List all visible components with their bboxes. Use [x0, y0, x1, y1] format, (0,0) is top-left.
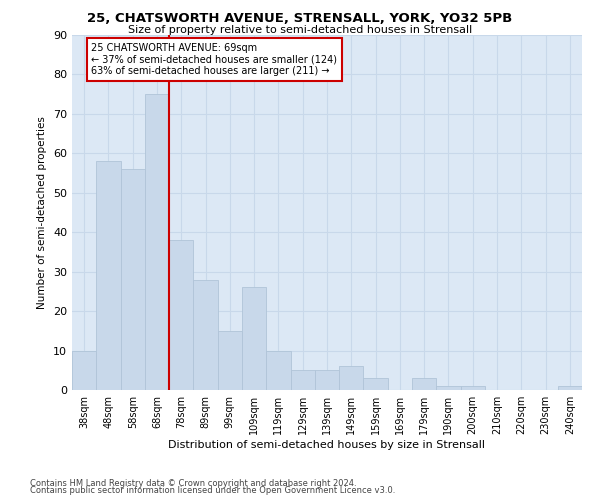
Bar — [364, 378, 388, 390]
Bar — [193, 280, 218, 390]
Text: Size of property relative to semi-detached houses in Strensall: Size of property relative to semi-detach… — [128, 25, 472, 35]
Bar — [218, 331, 242, 390]
Bar — [266, 350, 290, 390]
Bar — [412, 378, 436, 390]
Bar — [169, 240, 193, 390]
Bar — [145, 94, 169, 390]
Text: 25, CHATSWORTH AVENUE, STRENSALL, YORK, YO32 5PB: 25, CHATSWORTH AVENUE, STRENSALL, YORK, … — [88, 12, 512, 26]
Bar — [339, 366, 364, 390]
Bar — [72, 350, 96, 390]
X-axis label: Distribution of semi-detached houses by size in Strensall: Distribution of semi-detached houses by … — [169, 440, 485, 450]
Text: Contains HM Land Registry data © Crown copyright and database right 2024.: Contains HM Land Registry data © Crown c… — [30, 478, 356, 488]
Bar — [558, 386, 582, 390]
Y-axis label: Number of semi-detached properties: Number of semi-detached properties — [37, 116, 47, 309]
Bar — [96, 161, 121, 390]
Bar — [121, 169, 145, 390]
Text: 25 CHATSWORTH AVENUE: 69sqm
← 37% of semi-detached houses are smaller (124)
63% : 25 CHATSWORTH AVENUE: 69sqm ← 37% of sem… — [91, 43, 337, 76]
Bar — [436, 386, 461, 390]
Bar — [290, 370, 315, 390]
Bar — [461, 386, 485, 390]
Text: Contains public sector information licensed under the Open Government Licence v3: Contains public sector information licen… — [30, 486, 395, 495]
Bar — [242, 288, 266, 390]
Bar — [315, 370, 339, 390]
